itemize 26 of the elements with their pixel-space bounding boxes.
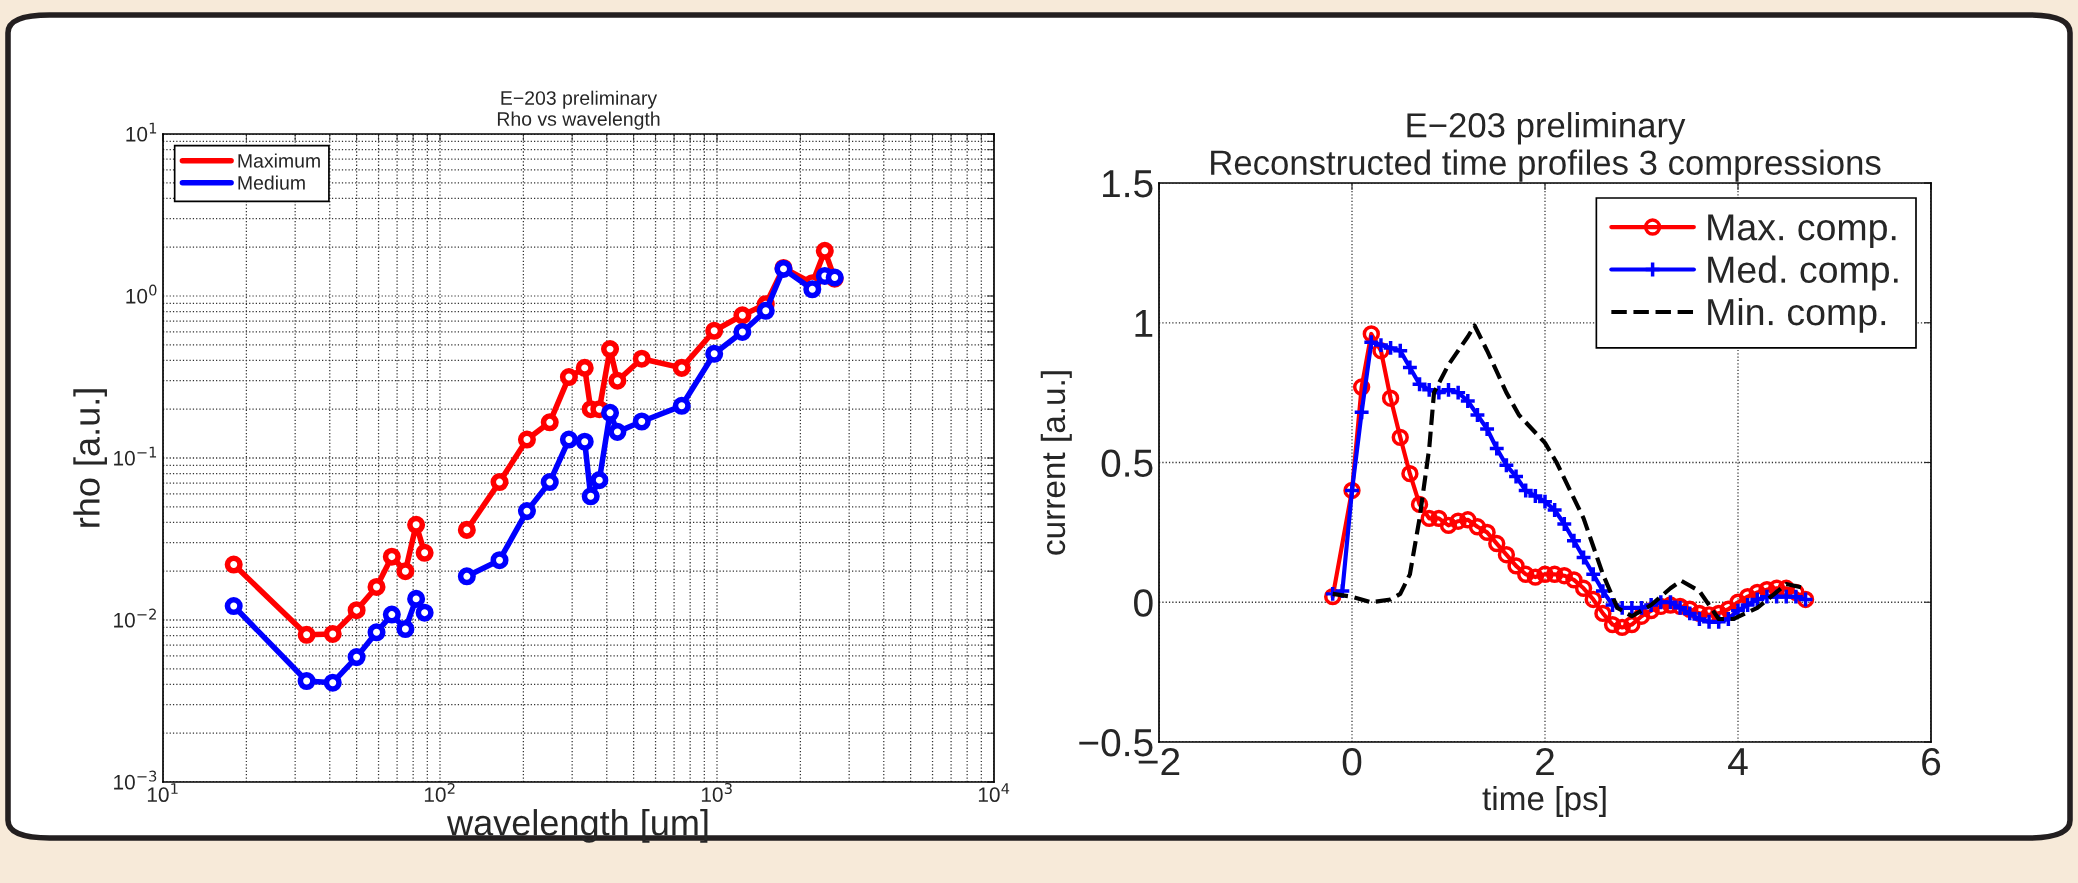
x-tick-label: 6 [1922, 747, 1941, 776]
legend-label: Maximum [238, 153, 320, 168]
legend-label: Max. comp. [1708, 214, 1896, 248]
y-tick-label: 1.5 [1103, 170, 1153, 198]
x-axis-title: time [ps] [1482, 785, 1606, 817]
y-axis-title: current [a.u.] [1040, 371, 1072, 555]
y-tick-label: 1 [1135, 310, 1153, 337]
y-axis-title: rho [a.u.] [73, 389, 107, 527]
x-tick-label: 10$^{3}$ [701, 783, 732, 802]
y-tick-label: 10$^{−1}$ [114, 446, 157, 466]
x-tick-label: 10$^{2}$ [424, 783, 455, 802]
y-tick-label: 10$^{−2}$ [114, 608, 156, 628]
legend-label: Min. comp. [1708, 297, 1886, 333]
chart-title: E−203 preliminary Reconstructed time profiles 3 compressions [1211, 112, 1881, 182]
legend-label: Medium [238, 175, 305, 190]
y-tick-label: 10$^{0}$ [126, 284, 157, 304]
y-tick-label: 0.5 [1101, 449, 1153, 477]
x-tick-label: 0 [1342, 747, 1362, 776]
chart-title: E−203 preliminary Rho vs wavelength [497, 90, 660, 130]
y-tick-label: 10$^{1}$ [126, 122, 157, 142]
x-tick-label: 10$^{4}$ [978, 783, 1010, 803]
x-tick-label: 4 [1728, 748, 1748, 776]
x-tick-label: 2 [1536, 747, 1554, 776]
legend-label: Med. comp. [1708, 255, 1898, 291]
y-tick-label: 0 [1134, 589, 1153, 617]
x-axis-title: wavelength [um] [446, 809, 708, 843]
